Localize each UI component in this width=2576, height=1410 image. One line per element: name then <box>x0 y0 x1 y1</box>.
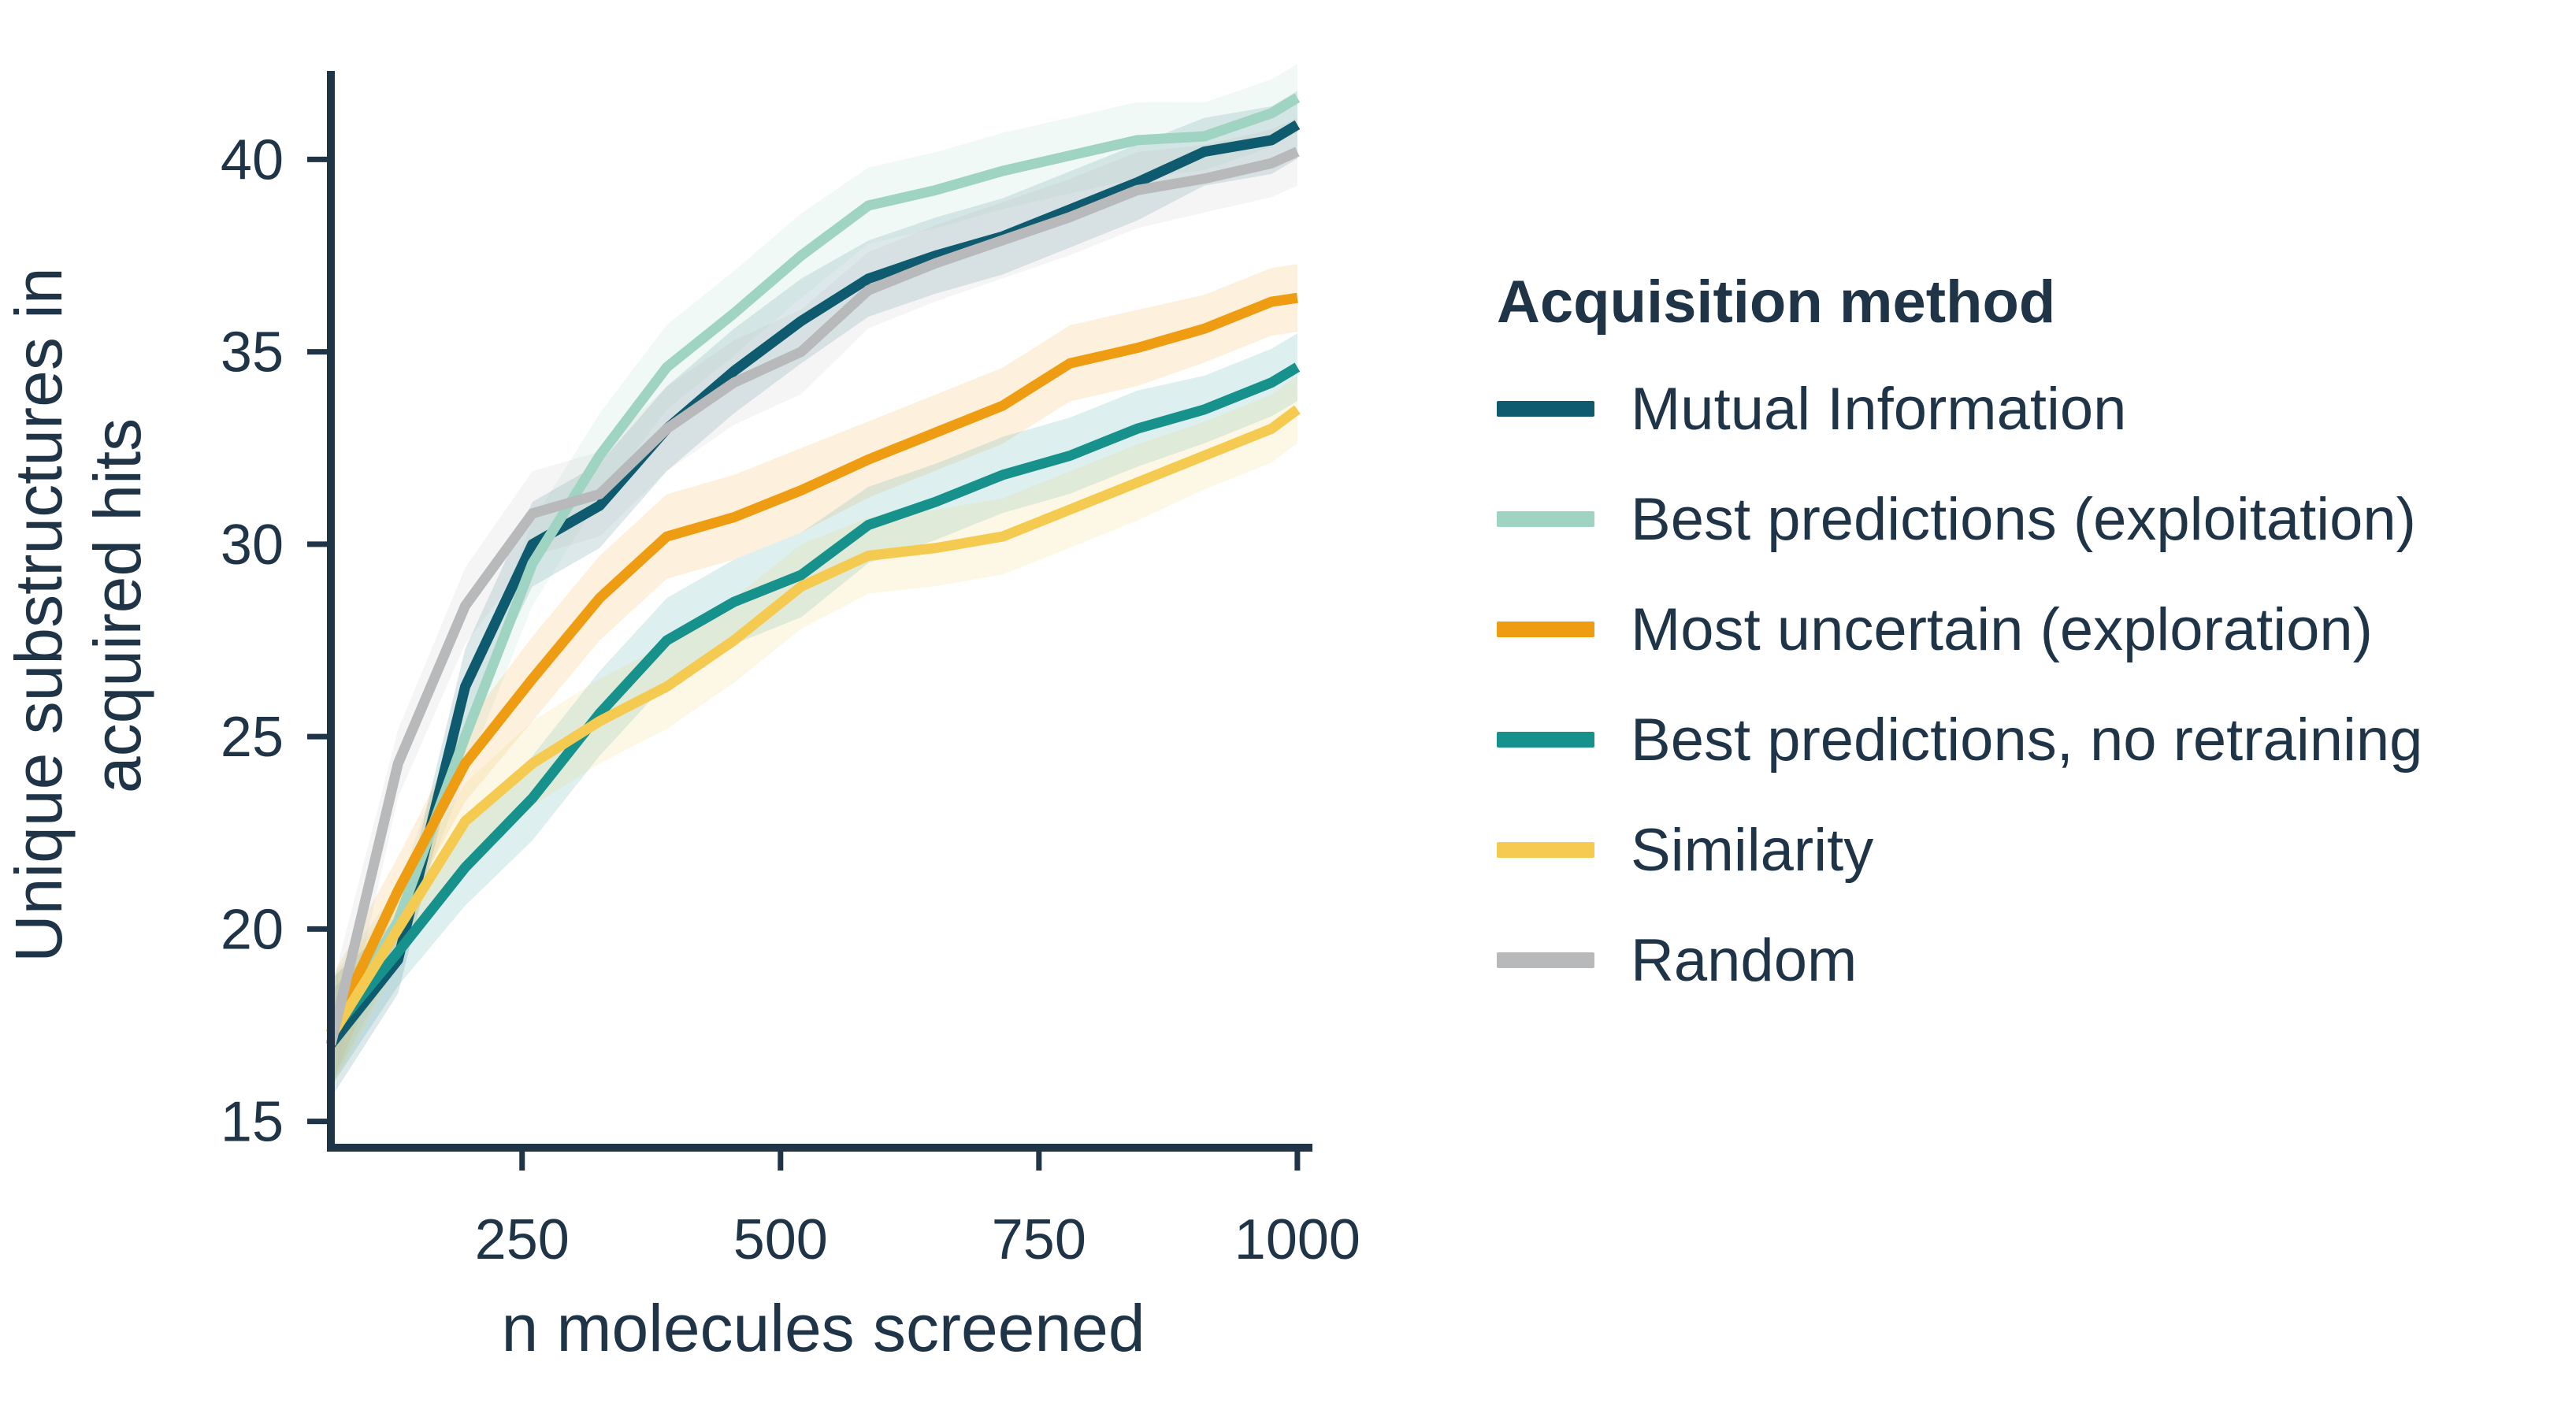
series-line-best-predictions-exploitation <box>326 93 1301 1036</box>
y-axis-label-line-1: Unique substructures in <box>2 267 76 962</box>
legend-item-best-predictions-no-retraining: Best predictions, no retraining <box>1497 685 2422 795</box>
series-lines <box>325 93 1301 1048</box>
x-tick-label: 750 <box>992 1208 1086 1271</box>
legend-swatch <box>1497 401 1594 417</box>
legend-swatch <box>1497 732 1594 748</box>
series-line-mutual-information <box>326 120 1301 1048</box>
legend-label: Similarity <box>1631 816 1874 884</box>
y-tick-label: 25 <box>221 706 284 769</box>
series-line-random <box>325 147 1300 1046</box>
x-tick-label: 250 <box>475 1208 570 1271</box>
band-similarity <box>331 375 1297 1091</box>
legend-swatch <box>1497 842 1594 858</box>
series-line-similarity <box>326 405 1301 1040</box>
legend-label: Best predictions, no retraining <box>1631 706 2423 774</box>
legend-swatch <box>1497 511 1594 527</box>
axes <box>307 71 1312 1171</box>
series-line-best-predictions-no-retraining <box>327 362 1301 1037</box>
legend-label: Most uncertain (exploration) <box>1631 596 2373 663</box>
x-tick-label: 1000 <box>1234 1208 1360 1271</box>
y-tick-label: 35 <box>221 321 284 384</box>
legend-label: Best predictions (exploitation) <box>1631 485 2416 553</box>
legend-swatch <box>1497 622 1594 637</box>
legend-items: Mutual Information Best predictions (expl… <box>1497 354 2422 1015</box>
legend-item-similarity: Similarity <box>1497 795 2422 905</box>
legend-title: Acquisition method <box>1497 269 2056 336</box>
band-most-uncertain-exploration <box>331 264 1297 1087</box>
x-axis-label: n molecules screened <box>501 1291 1145 1365</box>
y-axis-label: Unique substructures in acquired hits <box>2 249 154 963</box>
y-tick-label: 30 <box>221 514 284 577</box>
y-tick-label: 20 <box>221 898 284 961</box>
legend-label: Mutual Information <box>1631 375 2127 443</box>
y-tick-label: 40 <box>221 128 284 191</box>
legend: Acquisition method Mutual Information Bes… <box>1497 268 2422 1015</box>
legend-label: Random <box>1631 926 1858 994</box>
series-line-most-uncertain-exploration <box>326 292 1298 1035</box>
y-axis-label-line-2: acquired hits <box>80 418 154 793</box>
legend-item-mutual-information: Mutual Information <box>1497 354 2422 464</box>
legend-item-random: Random <box>1497 905 2422 1015</box>
y-tick-label: 15 <box>221 1091 284 1154</box>
tick-labels: 15 20 25 30 35 40 250 500 750 1000 <box>221 128 1360 1271</box>
x-tick-label: 500 <box>733 1208 828 1271</box>
legend-item-best-predictions-exploitation: Best predictions (exploitation) <box>1497 464 2422 574</box>
legend-item-most-uncertain-exploration: Most uncertain (exploration) <box>1497 574 2422 685</box>
legend-swatch <box>1497 952 1594 968</box>
